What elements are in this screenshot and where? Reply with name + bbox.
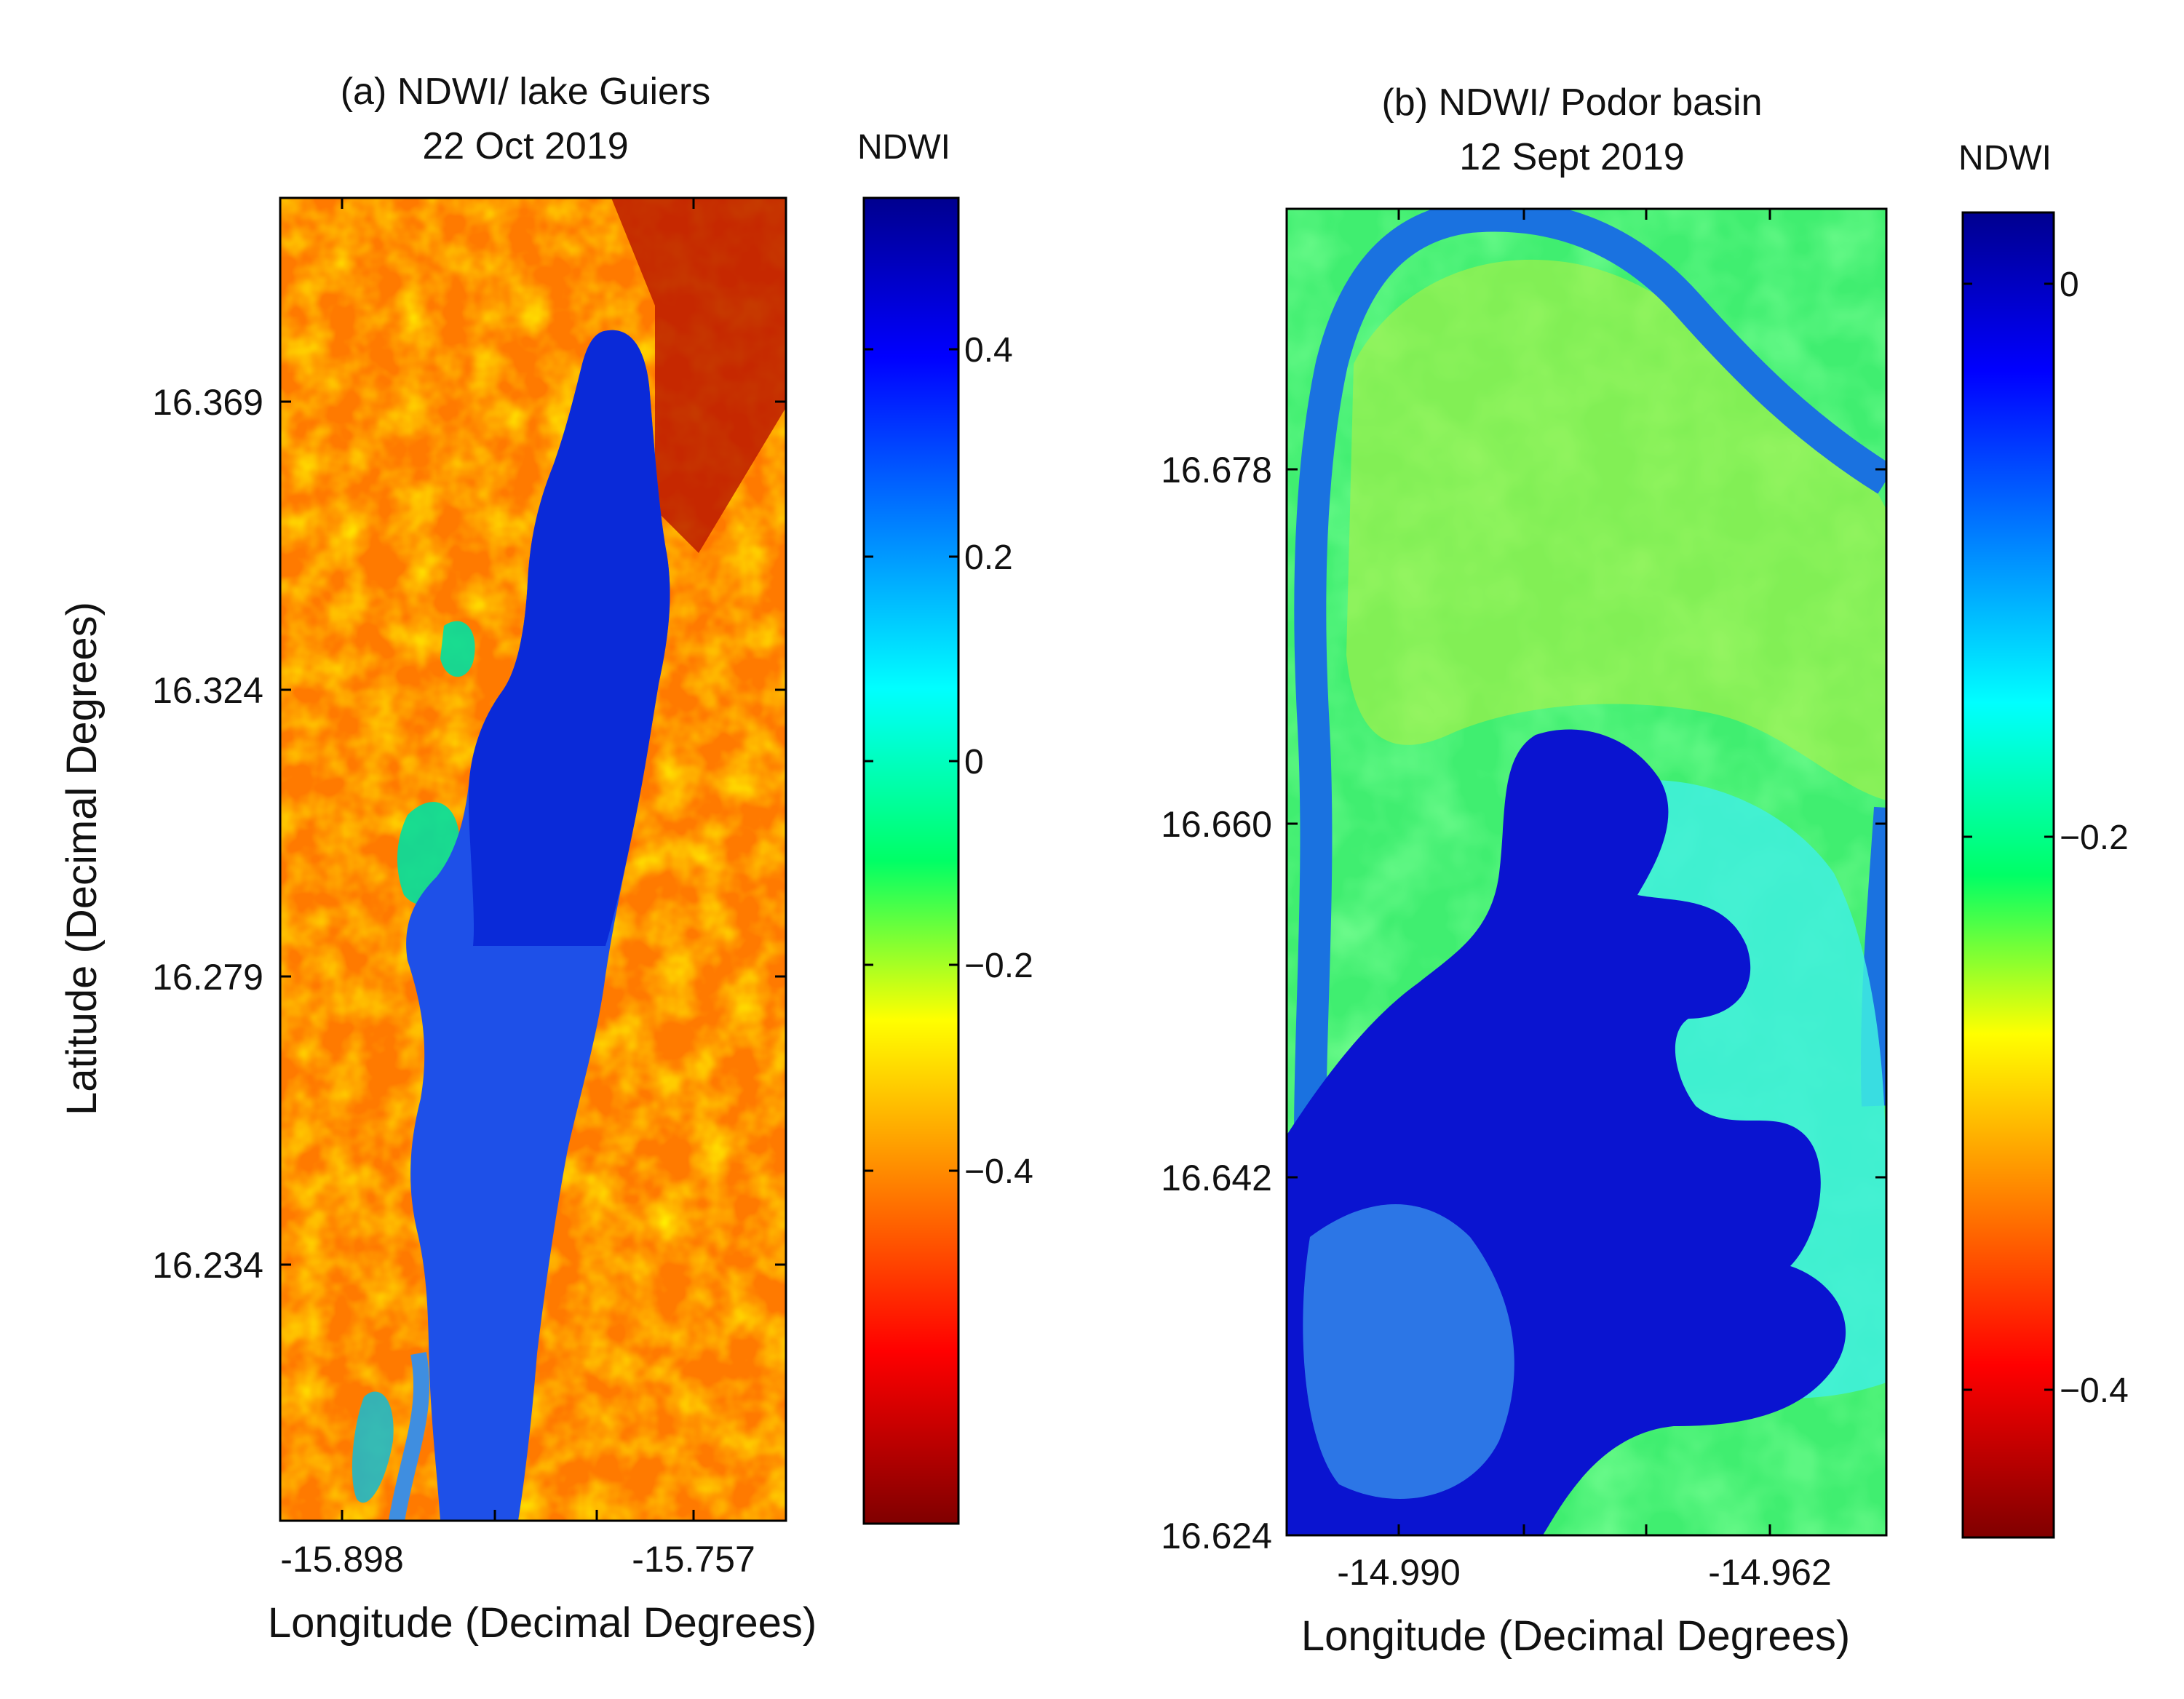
panel-b-dry-area: [1346, 259, 1886, 800]
panel-a-subtitle: 22 Oct 2019: [422, 125, 628, 167]
panel-a: (a) NDWI/ lake Guiers 22 Oct 2019 16.369: [58, 71, 1033, 1647]
panel-b-colorbar-gradient: [1961, 211, 2055, 1539]
panel-a-stream: [389, 1351, 430, 1521]
panel-b-x-axis-label: Longitude (Decimal Degrees): [1301, 1612, 1850, 1660]
panel-b-y-tick-label: 16.660: [1161, 804, 1272, 845]
panel-b-flood-speckle: [1303, 1204, 1514, 1499]
panel-a-y-axis: 16.369 16.324 16.279 16.234: [152, 382, 786, 1286]
panel-b-x-tick-label: -14.990: [1337, 1552, 1461, 1593]
panel-b-y-tick-label: 16.642: [1161, 1158, 1272, 1198]
panel-a-frame: [279, 196, 787, 1522]
panel-a-y-tick-label: 16.234: [152, 1245, 263, 1286]
panel-b-colorbar-label: NDWI: [1958, 139, 2052, 178]
panel-b-colorbar: NDWI 0 −0.2 −0.4: [1958, 139, 2129, 1539]
panel-b-y-tick-label: 16.678: [1161, 450, 1272, 490]
panel-a-wetland-3: [352, 1391, 394, 1503]
panel-a-colorbar-tick: 0.2: [964, 538, 1013, 577]
panel-b-subtitle: 12 Sept 2019: [1459, 136, 1684, 178]
panel-a-colorbar-gradient: [862, 196, 960, 1525]
panel-a-x-axis-label: Longitude (Decimal Degrees): [268, 1599, 817, 1647]
panel-b-image: [1287, 209, 1886, 1535]
panel-b-frame: [1285, 207, 1888, 1537]
panel-a-y-tick-label: 16.279: [152, 957, 263, 998]
panel-b-y-tick-label: 16.624: [1161, 1516, 1272, 1556]
panel-a-y-tick-label: 16.324: [152, 670, 263, 711]
panel-a-y-axis-label: Latitude (Decimal Degrees): [58, 602, 106, 1115]
panel-a-image: [280, 198, 786, 1521]
panel-a-x-tick-label: -15.898: [280, 1539, 404, 1580]
panel-a-colorbar-tick: −0.2: [964, 947, 1033, 985]
panel-b-colorbar-tick: 0: [2060, 266, 2079, 304]
panel-a-lake-north: [468, 330, 670, 946]
panel-b-x-tick-label: -14.962: [1708, 1552, 1832, 1593]
panel-a-x-axis: -15.898 -15.757: [280, 198, 755, 1580]
panel-b: (b) NDWI/ Podor basin 12 Sept 2019 16.67…: [1161, 81, 2129, 1660]
panel-a-colorbar-label: NDWI: [857, 128, 950, 167]
panel-a-colorbar-tick: −0.4: [964, 1153, 1033, 1191]
panel-a-y-tick-label: 16.369: [152, 382, 263, 423]
panel-b-title: (b) NDWI/ Podor basin: [1381, 81, 1762, 124]
panel-b-colorbar-tick: −0.4: [2060, 1372, 2129, 1410]
panel-a-colorbar-tick: 0.4: [964, 331, 1013, 370]
panel-b-river: [1294, 209, 1886, 1136]
panel-b-colorbar-tick: −0.2: [2060, 819, 2129, 857]
panel-b-x-axis: -14.990 -14.962: [1337, 209, 1832, 1593]
panel-a-title: (a) NDWI/ lake Guiers: [341, 71, 711, 113]
panel-b-y-axis: 16.678 16.660 16.642 16.624: [1161, 450, 1886, 1556]
panel-a-wetland-2: [440, 621, 475, 677]
panel-a-colorbar: NDWI 0.4 0.2 0 −0.2 −0.4: [857, 128, 1033, 1525]
panel-a-x-tick-label: -15.757: [632, 1539, 755, 1580]
panel-a-colorbar-tick: 0: [964, 743, 984, 781]
